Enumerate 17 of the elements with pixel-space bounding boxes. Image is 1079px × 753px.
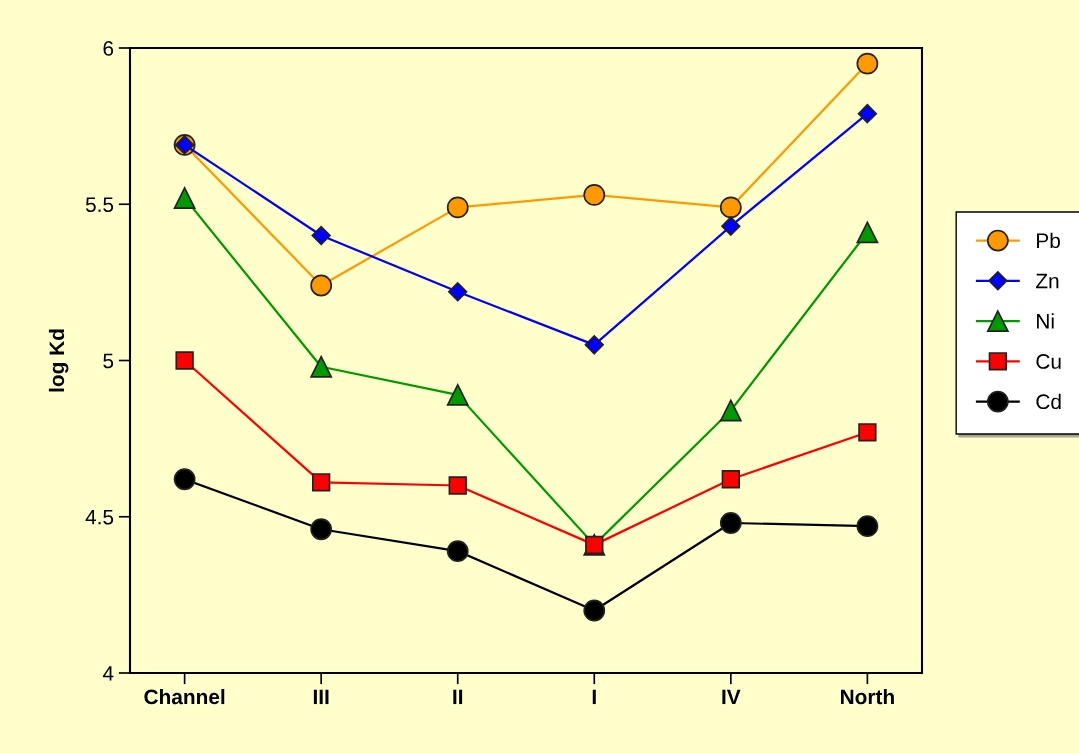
x-tick-label: III bbox=[313, 689, 329, 705]
y-tick-label: 5.5 bbox=[85, 197, 114, 212]
x-tick-label: North bbox=[841, 688, 894, 705]
legend-label: Pb bbox=[1037, 232, 1060, 249]
y-tick-label: 5 bbox=[103, 353, 114, 369]
y-tick-label: 6 bbox=[103, 41, 114, 56]
y-axis-title: log Kd bbox=[48, 329, 69, 392]
x-tick-label: Channel bbox=[144, 688, 225, 705]
legend-label: Cd bbox=[1036, 393, 1061, 410]
legend-label: Ni bbox=[1037, 313, 1054, 329]
x-tick-label: II bbox=[453, 689, 463, 705]
y-tick-label: 4.5 bbox=[85, 509, 114, 525]
legend-label: Cu bbox=[1036, 354, 1061, 369]
legend-label: Zn bbox=[1036, 273, 1059, 289]
x-tick-label: I bbox=[592, 689, 596, 705]
x-tick-label: IV bbox=[722, 689, 741, 705]
y-tick-label: 4 bbox=[102, 666, 114, 681]
